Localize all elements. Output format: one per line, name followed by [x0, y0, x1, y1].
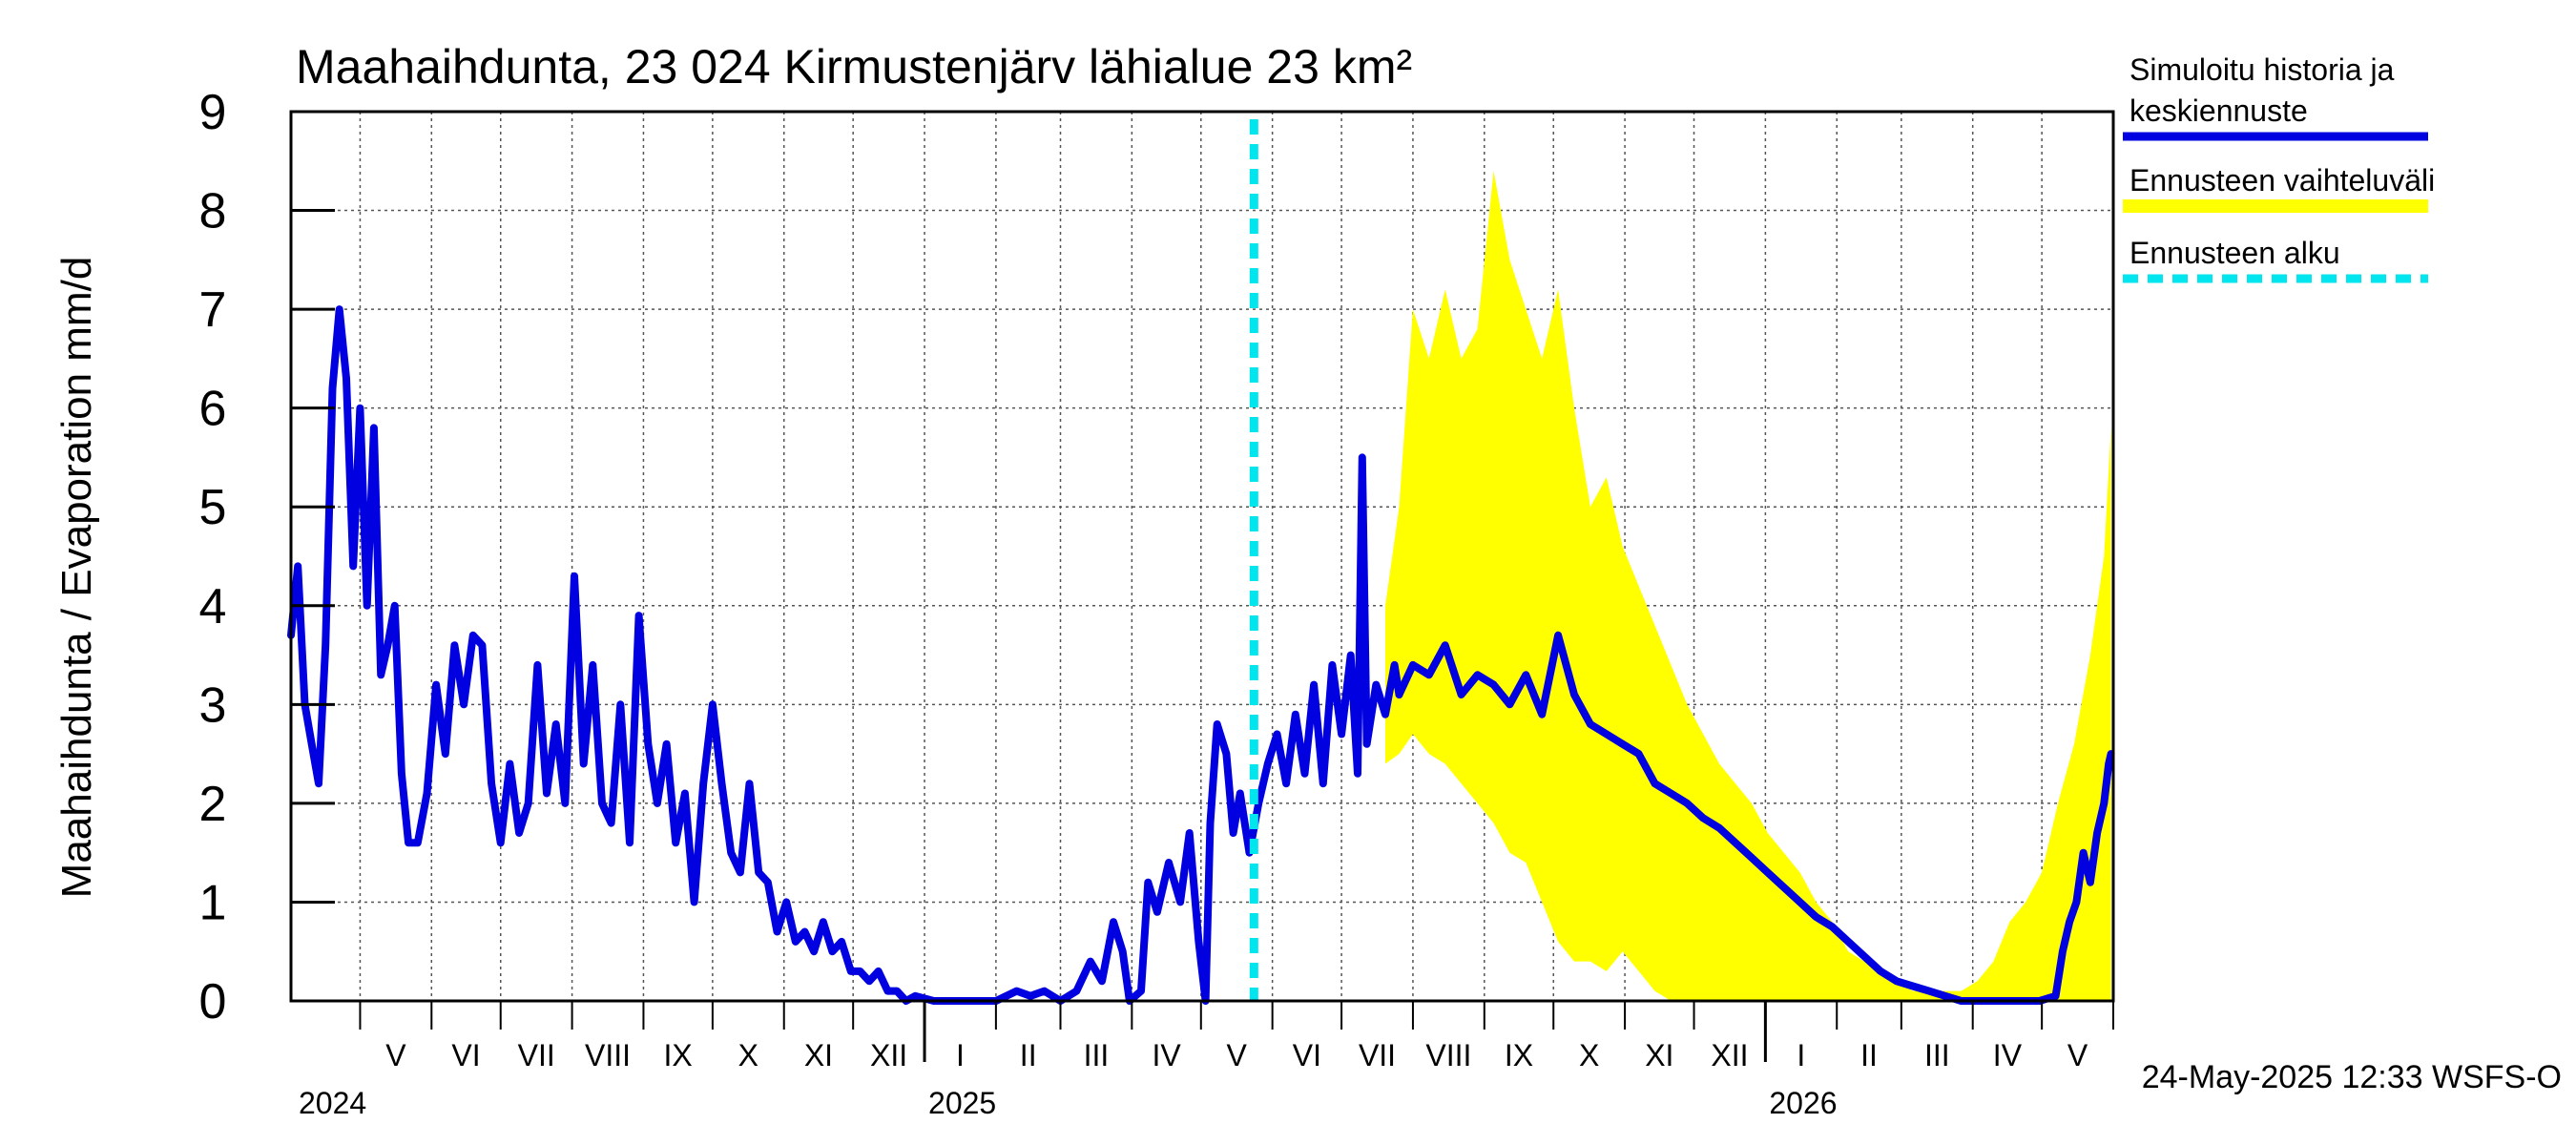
legend-band-label: Ennusteen vaihteluväli — [2129, 163, 2435, 198]
legend-history-label-2: keskiennuste — [2129, 94, 2308, 128]
chart-title: Maahaihdunta, 23 024 Kirmustenjärv lähia… — [296, 40, 1412, 94]
month-label: IV — [1993, 1038, 2023, 1072]
month-label: IV — [1152, 1038, 1181, 1072]
month-label: XI — [1645, 1038, 1673, 1072]
month-label: V — [385, 1038, 406, 1072]
forecast-band-area — [1385, 171, 2111, 1002]
footer-timestamp: 24-May-2025 12:33 WSFS-O — [2142, 1059, 2562, 1095]
month-label: XII — [1711, 1038, 1748, 1072]
y-axis-label: Maahaihdunta / Evaporation mm/d — [53, 257, 100, 899]
month-label: V — [2067, 1038, 2088, 1072]
month-label: VII — [1359, 1038, 1396, 1072]
y-tick-label: 3 — [199, 677, 227, 733]
month-label: VI — [451, 1038, 480, 1072]
month-label: III — [1924, 1038, 1950, 1072]
month-label: VI — [1293, 1038, 1321, 1072]
y-tick-label: 4 — [199, 579, 227, 635]
month-label: X — [738, 1038, 758, 1072]
grid — [291, 112, 2113, 1001]
series-layer — [287, 119, 2115, 1005]
y-tick-label: 7 — [199, 282, 227, 338]
month-label: XI — [804, 1038, 833, 1072]
month-label: VII — [518, 1038, 555, 1072]
y-tick-label: 2 — [199, 777, 227, 832]
month-label: I — [956, 1038, 965, 1072]
plot-frame — [289, 110, 2115, 1003]
month-label: II — [1020, 1038, 1037, 1072]
y-tick-label: 0 — [199, 974, 227, 1030]
month-label: X — [1579, 1038, 1599, 1072]
y-tick-label: 1 — [199, 875, 227, 930]
month-label: I — [1797, 1038, 1805, 1072]
history-series-line — [287, 305, 1403, 1005]
x-axis: V VI VII VIII IX X XI XII I II III IV V VI VII VIII IX X X… — [299, 1001, 2114, 1120]
year-label: 2026 — [1769, 1086, 1837, 1120]
month-label: III — [1084, 1038, 1110, 1072]
forecast-band-area-spring — [1961, 427, 2111, 1001]
month-label: IX — [664, 1038, 693, 1072]
month-label: XII — [870, 1038, 907, 1072]
year-label: 2025 — [928, 1086, 996, 1120]
y-tick-label: 5 — [199, 480, 227, 535]
y-tick-label: 8 — [199, 184, 227, 239]
y-axis: 0 1 2 3 4 5 6 7 8 9 — [199, 85, 335, 1030]
month-label: IX — [1505, 1038, 1533, 1072]
y-tick-label: 9 — [199, 85, 227, 140]
month-label: VIII — [585, 1038, 631, 1072]
legend: Simuloitu historia ja keskiennuste Ennus… — [2123, 52, 2435, 283]
month-label: V — [1227, 1038, 1248, 1072]
year-label: 2024 — [299, 1086, 366, 1120]
legend-start-label: Ennusteen alku — [2129, 236, 2340, 270]
forecast-median-line — [1395, 631, 2115, 1005]
month-label: VIII — [1425, 1038, 1471, 1072]
month-label: II — [1860, 1038, 1878, 1072]
forecast-band — [1385, 171, 2111, 1002]
legend-history-label-1: Simuloitu historia ja — [2129, 52, 2395, 87]
y-tick-label: 6 — [199, 382, 227, 437]
